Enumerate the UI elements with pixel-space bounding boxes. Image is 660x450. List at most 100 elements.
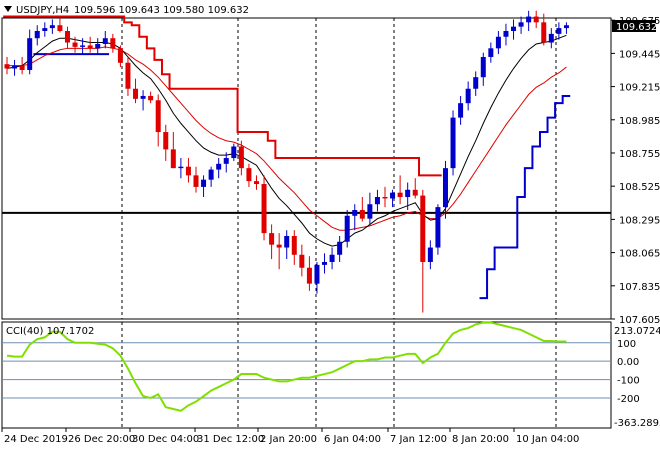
candle[interactable] bbox=[488, 42, 494, 63]
candle[interactable] bbox=[42, 22, 48, 37]
candle[interactable] bbox=[12, 59, 18, 76]
candle[interactable] bbox=[64, 26, 70, 49]
candle[interactable] bbox=[329, 247, 335, 270]
price-panel[interactable]: 109.675109.445109.215108.985108.755108.5… bbox=[1, 5, 660, 326]
candle[interactable] bbox=[299, 244, 305, 277]
candles[interactable] bbox=[4, 10, 569, 313]
candle[interactable] bbox=[374, 189, 380, 212]
candle[interactable] bbox=[4, 56, 10, 75]
indicator-title: CCI(40) 107.1702 bbox=[6, 326, 94, 337]
candle[interactable] bbox=[72, 36, 78, 53]
candle[interactable] bbox=[231, 143, 237, 161]
candle[interactable] bbox=[442, 160, 448, 219]
price-label: 107.835 bbox=[619, 282, 660, 293]
indicator-panel[interactable]: 100 0.00 -100 -200 CCI(40) 107.1702 213.072… bbox=[1, 321, 660, 429]
candle[interactable] bbox=[412, 178, 418, 199]
time-label: 31 Dec 12:00 bbox=[197, 434, 264, 445]
candle[interactable] bbox=[322, 253, 328, 274]
candle[interactable] bbox=[276, 233, 282, 270]
candle[interactable] bbox=[261, 175, 267, 241]
candle[interactable] bbox=[178, 158, 184, 179]
candle[interactable] bbox=[359, 197, 365, 222]
price-label: 108.295 bbox=[619, 215, 660, 226]
candle[interactable] bbox=[427, 240, 433, 270]
candle[interactable] bbox=[208, 166, 214, 187]
candle[interactable] bbox=[102, 30, 108, 49]
candle[interactable] bbox=[548, 28, 554, 49]
candle[interactable] bbox=[284, 230, 290, 260]
price-label: 108.525 bbox=[619, 182, 660, 193]
candle[interactable] bbox=[269, 224, 275, 260]
candle[interactable] bbox=[503, 23, 509, 46]
time-label: 10 Jan 04:00 bbox=[516, 434, 579, 445]
candle[interactable] bbox=[405, 182, 411, 211]
candle[interactable] bbox=[140, 90, 146, 111]
vertical-grid bbox=[121, 18, 557, 319]
price-label: 109.215 bbox=[619, 83, 660, 94]
candle[interactable] bbox=[465, 81, 471, 111]
candle[interactable] bbox=[185, 158, 191, 183]
candle[interactable] bbox=[556, 22, 562, 40]
candle[interactable] bbox=[27, 29, 33, 75]
candle[interactable] bbox=[57, 16, 63, 33]
candle[interactable] bbox=[337, 235, 343, 262]
ohlc-values: 109.596 109.643 109.580 109.632 bbox=[74, 5, 249, 16]
candle[interactable] bbox=[246, 163, 252, 187]
candle[interactable] bbox=[238, 140, 244, 176]
candle[interactable] bbox=[382, 186, 388, 208]
cci-line[interactable] bbox=[6, 321, 567, 412]
candle[interactable] bbox=[193, 166, 199, 193]
candle[interactable] bbox=[518, 16, 524, 34]
candle[interactable] bbox=[367, 192, 373, 225]
candle[interactable] bbox=[253, 175, 259, 190]
candle[interactable] bbox=[110, 33, 116, 53]
cci-level-lines: 100 0.00 -100 -200 bbox=[2, 339, 640, 405]
candle[interactable] bbox=[473, 71, 479, 96]
candle[interactable] bbox=[314, 261, 320, 294]
candle[interactable] bbox=[201, 175, 207, 198]
slow-ema-line bbox=[7, 46, 567, 231]
candle[interactable] bbox=[133, 78, 139, 104]
candle[interactable] bbox=[87, 36, 93, 53]
candle[interactable] bbox=[34, 25, 40, 46]
candle[interactable] bbox=[480, 52, 486, 86]
candle[interactable] bbox=[541, 13, 547, 46]
candle[interactable] bbox=[306, 256, 312, 291]
price-label: 108.755 bbox=[619, 149, 660, 160]
candle[interactable] bbox=[397, 175, 403, 205]
candle[interactable] bbox=[344, 210, 350, 248]
candle[interactable] bbox=[125, 56, 131, 96]
indicator-panel-frame bbox=[1, 321, 612, 429]
channel-lines bbox=[3, 15, 571, 300]
candle[interactable] bbox=[533, 10, 539, 29]
candle[interactable] bbox=[291, 230, 297, 265]
cci-level-label: 0.00 bbox=[617, 357, 639, 368]
dropdown-arrow-icon[interactable] bbox=[4, 6, 12, 12]
candle[interactable] bbox=[170, 132, 176, 169]
candle[interactable] bbox=[80, 38, 86, 55]
candle[interactable] bbox=[216, 158, 222, 179]
candle[interactable] bbox=[19, 56, 25, 75]
candle[interactable] bbox=[352, 204, 358, 231]
candle[interactable] bbox=[450, 110, 456, 176]
candle[interactable] bbox=[420, 189, 426, 313]
price-label: 107.605 bbox=[619, 315, 660, 326]
candle[interactable] bbox=[223, 152, 229, 173]
cci-top-value: 213.0724 bbox=[614, 326, 660, 337]
candle[interactable] bbox=[435, 204, 441, 255]
candle[interactable] bbox=[458, 95, 464, 125]
candle[interactable] bbox=[95, 38, 101, 55]
candle[interactable] bbox=[163, 124, 169, 161]
candle[interactable] bbox=[49, 19, 55, 34]
candle[interactable] bbox=[563, 22, 569, 34]
price-panel-frame bbox=[1, 17, 612, 320]
candle[interactable] bbox=[155, 94, 161, 147]
candle[interactable] bbox=[495, 30, 501, 55]
candle[interactable] bbox=[390, 189, 396, 208]
candle[interactable] bbox=[117, 45, 123, 68]
candle[interactable] bbox=[148, 91, 154, 104]
candle[interactable] bbox=[511, 19, 517, 40]
candle[interactable] bbox=[526, 10, 532, 31]
